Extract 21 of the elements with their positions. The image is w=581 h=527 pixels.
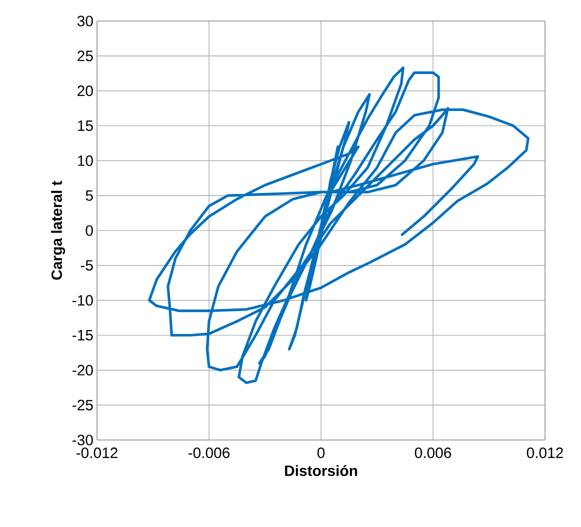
y-tick-label: -5	[80, 260, 93, 271]
x-tick-label: 0.012	[526, 448, 563, 458]
y-tick-label: 0	[86, 225, 93, 236]
y-tick-label: -30	[72, 434, 93, 446]
y-tick-label: 30	[77, 16, 93, 26]
y-tick-label: 5	[86, 190, 93, 201]
x-tick-label: -0.012	[76, 448, 118, 458]
x-tick-label: -0.006	[188, 448, 230, 458]
y-axis-title: Carga lateral t	[51, 180, 66, 280]
y-tick-label: 25	[78, 50, 93, 62]
x-tick-label: 0	[317, 448, 325, 458]
x-axis-title: Distorsión	[285, 464, 358, 476]
x-tick-label: 0.006	[414, 448, 452, 458]
y-tick-label: -15	[72, 330, 93, 340]
y-tick-label: -10	[72, 295, 93, 306]
y-tick-label: -20	[72, 364, 93, 376]
line-series	[148, 66, 530, 384]
y-tick-label: 15	[78, 120, 93, 131]
y-tick-label: 20	[78, 86, 93, 96]
y-tick-label: -25	[72, 400, 93, 410]
y-tick-label: 10	[78, 155, 93, 166]
